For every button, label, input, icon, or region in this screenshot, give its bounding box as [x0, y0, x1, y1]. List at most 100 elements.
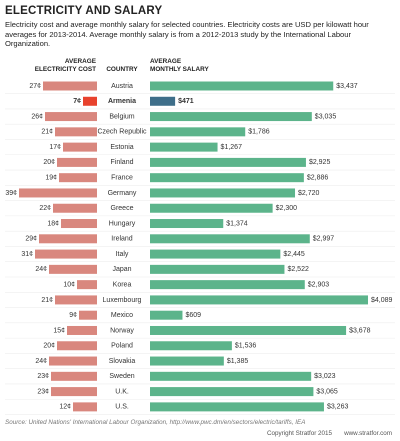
cost-bar: [63, 142, 97, 152]
salary-bar: [150, 173, 304, 183]
website: www.stratfor.com: [344, 430, 392, 437]
footer: Copyright Stratfor 2015 www.stratfor.com: [255, 430, 392, 437]
cost-label: 24¢: [35, 266, 47, 273]
country-label: Armenia: [108, 98, 136, 105]
right-header: AVERAGE MONTHLY SALARY: [150, 58, 209, 73]
salary-label: $2,903: [308, 281, 330, 288]
chart-subtitle: Electricity cost and average monthly sal…: [5, 20, 369, 49]
cost-bar: [35, 249, 97, 259]
cost-label: 27¢: [29, 83, 41, 90]
cost-bar: [83, 96, 97, 106]
salary-bar: [150, 96, 176, 106]
cost-label: 17¢: [49, 144, 61, 151]
country-header: COUNTRY: [106, 66, 138, 73]
salary-label: $2,997: [313, 236, 335, 243]
country-label: Greece: [111, 205, 134, 212]
salary-bar: [150, 234, 310, 244]
salary-label: $4,089: [371, 297, 393, 304]
cost-bar: [49, 356, 97, 366]
country-label: Slovakia: [109, 358, 136, 365]
salary-bar: [150, 325, 347, 335]
salary-bar: [150, 188, 296, 198]
cost-bar: [79, 310, 97, 320]
salary-bar: [150, 371, 312, 381]
cost-label: 10¢: [63, 281, 75, 288]
salary-label: $3,065: [316, 388, 338, 395]
cost-label: 29¢: [25, 236, 37, 243]
cost-bar: [61, 219, 97, 229]
cost-label: 21¢: [41, 129, 53, 136]
salary-label: $2,300: [276, 205, 298, 212]
salary-bar: [150, 249, 281, 259]
salary-label: $1,267: [221, 144, 243, 151]
cost-label: 23¢: [37, 373, 49, 380]
salary-bar: [150, 112, 312, 122]
country-label: Belgium: [109, 113, 134, 120]
country-label: Estonia: [110, 144, 133, 151]
cost-label: 22¢: [39, 205, 51, 212]
cost-bar: [51, 371, 97, 381]
cost-label: 39¢: [5, 190, 17, 197]
cost-bar: [19, 188, 97, 198]
cost-label: 26¢: [31, 113, 43, 120]
cost-label: 9¢: [69, 312, 77, 319]
cost-bar: [39, 234, 97, 244]
salary-bar: [150, 81, 334, 91]
salary-label: $2,522: [287, 266, 309, 273]
salary-bar: [150, 157, 306, 167]
country-label: Luxembourg: [103, 297, 142, 304]
salary-label: $471: [178, 98, 194, 105]
cost-bar: [49, 264, 97, 274]
country-label: Sweden: [109, 373, 134, 380]
cost-bar: [57, 341, 97, 351]
country-label: Mexico: [111, 312, 133, 319]
country-label: Finland: [111, 159, 134, 166]
country-label: U.K.: [115, 388, 129, 395]
country-label: Italy: [116, 251, 129, 258]
salary-label: $2,720: [298, 190, 320, 197]
salary-bar: [150, 264, 285, 274]
salary-label: $2,445: [283, 251, 305, 258]
country-label: Czech Republic: [97, 129, 147, 136]
country-label: U.S.: [115, 404, 129, 411]
salary-label: $1,385: [227, 358, 249, 365]
cost-label: 18¢: [47, 220, 59, 227]
cost-bar: [43, 81, 97, 91]
salary-label: $3,263: [327, 404, 349, 411]
cost-label: 15¢: [53, 327, 65, 334]
salary-bar: [150, 127, 246, 137]
salary-label: $609: [185, 312, 201, 319]
country-label: Austria: [111, 83, 133, 90]
salary-bar: [150, 356, 224, 366]
country-label: Norway: [110, 327, 134, 334]
cost-label: 24¢: [35, 358, 47, 365]
cost-label: 20¢: [43, 159, 55, 166]
cost-bar: [57, 157, 97, 167]
chart-title: ELECTRICITY AND SALARY: [5, 5, 163, 17]
cost-label: 31¢: [21, 251, 33, 258]
country-label: Korea: [113, 281, 132, 288]
salary-bar: [150, 142, 218, 152]
salary-label: $1,786: [248, 129, 270, 136]
salary-label: $2,925: [309, 159, 331, 166]
cost-label: 12¢: [59, 404, 71, 411]
country-label: France: [111, 175, 133, 182]
country-label: Japan: [112, 266, 131, 273]
country-label: Hungary: [109, 220, 136, 227]
salary-label: $3,678: [349, 327, 371, 334]
salary-bar: [150, 219, 224, 229]
salary-bar: [150, 310, 183, 320]
source-note: Source: United Nations' International La…: [5, 419, 306, 426]
cost-bar: [55, 295, 97, 305]
country-label: Ireland: [111, 236, 133, 243]
cost-bar: [55, 127, 97, 137]
salary-bar: [150, 387, 314, 397]
left-header: AVERAGE ELECTRICITY COST: [34, 58, 96, 73]
cost-bar: [51, 387, 97, 397]
salary-label: $1,374: [226, 220, 248, 227]
cost-bar: [73, 402, 97, 412]
country-label: Poland: [111, 343, 133, 350]
cost-label: 19¢: [45, 175, 57, 182]
cost-label: 7¢: [73, 98, 81, 105]
